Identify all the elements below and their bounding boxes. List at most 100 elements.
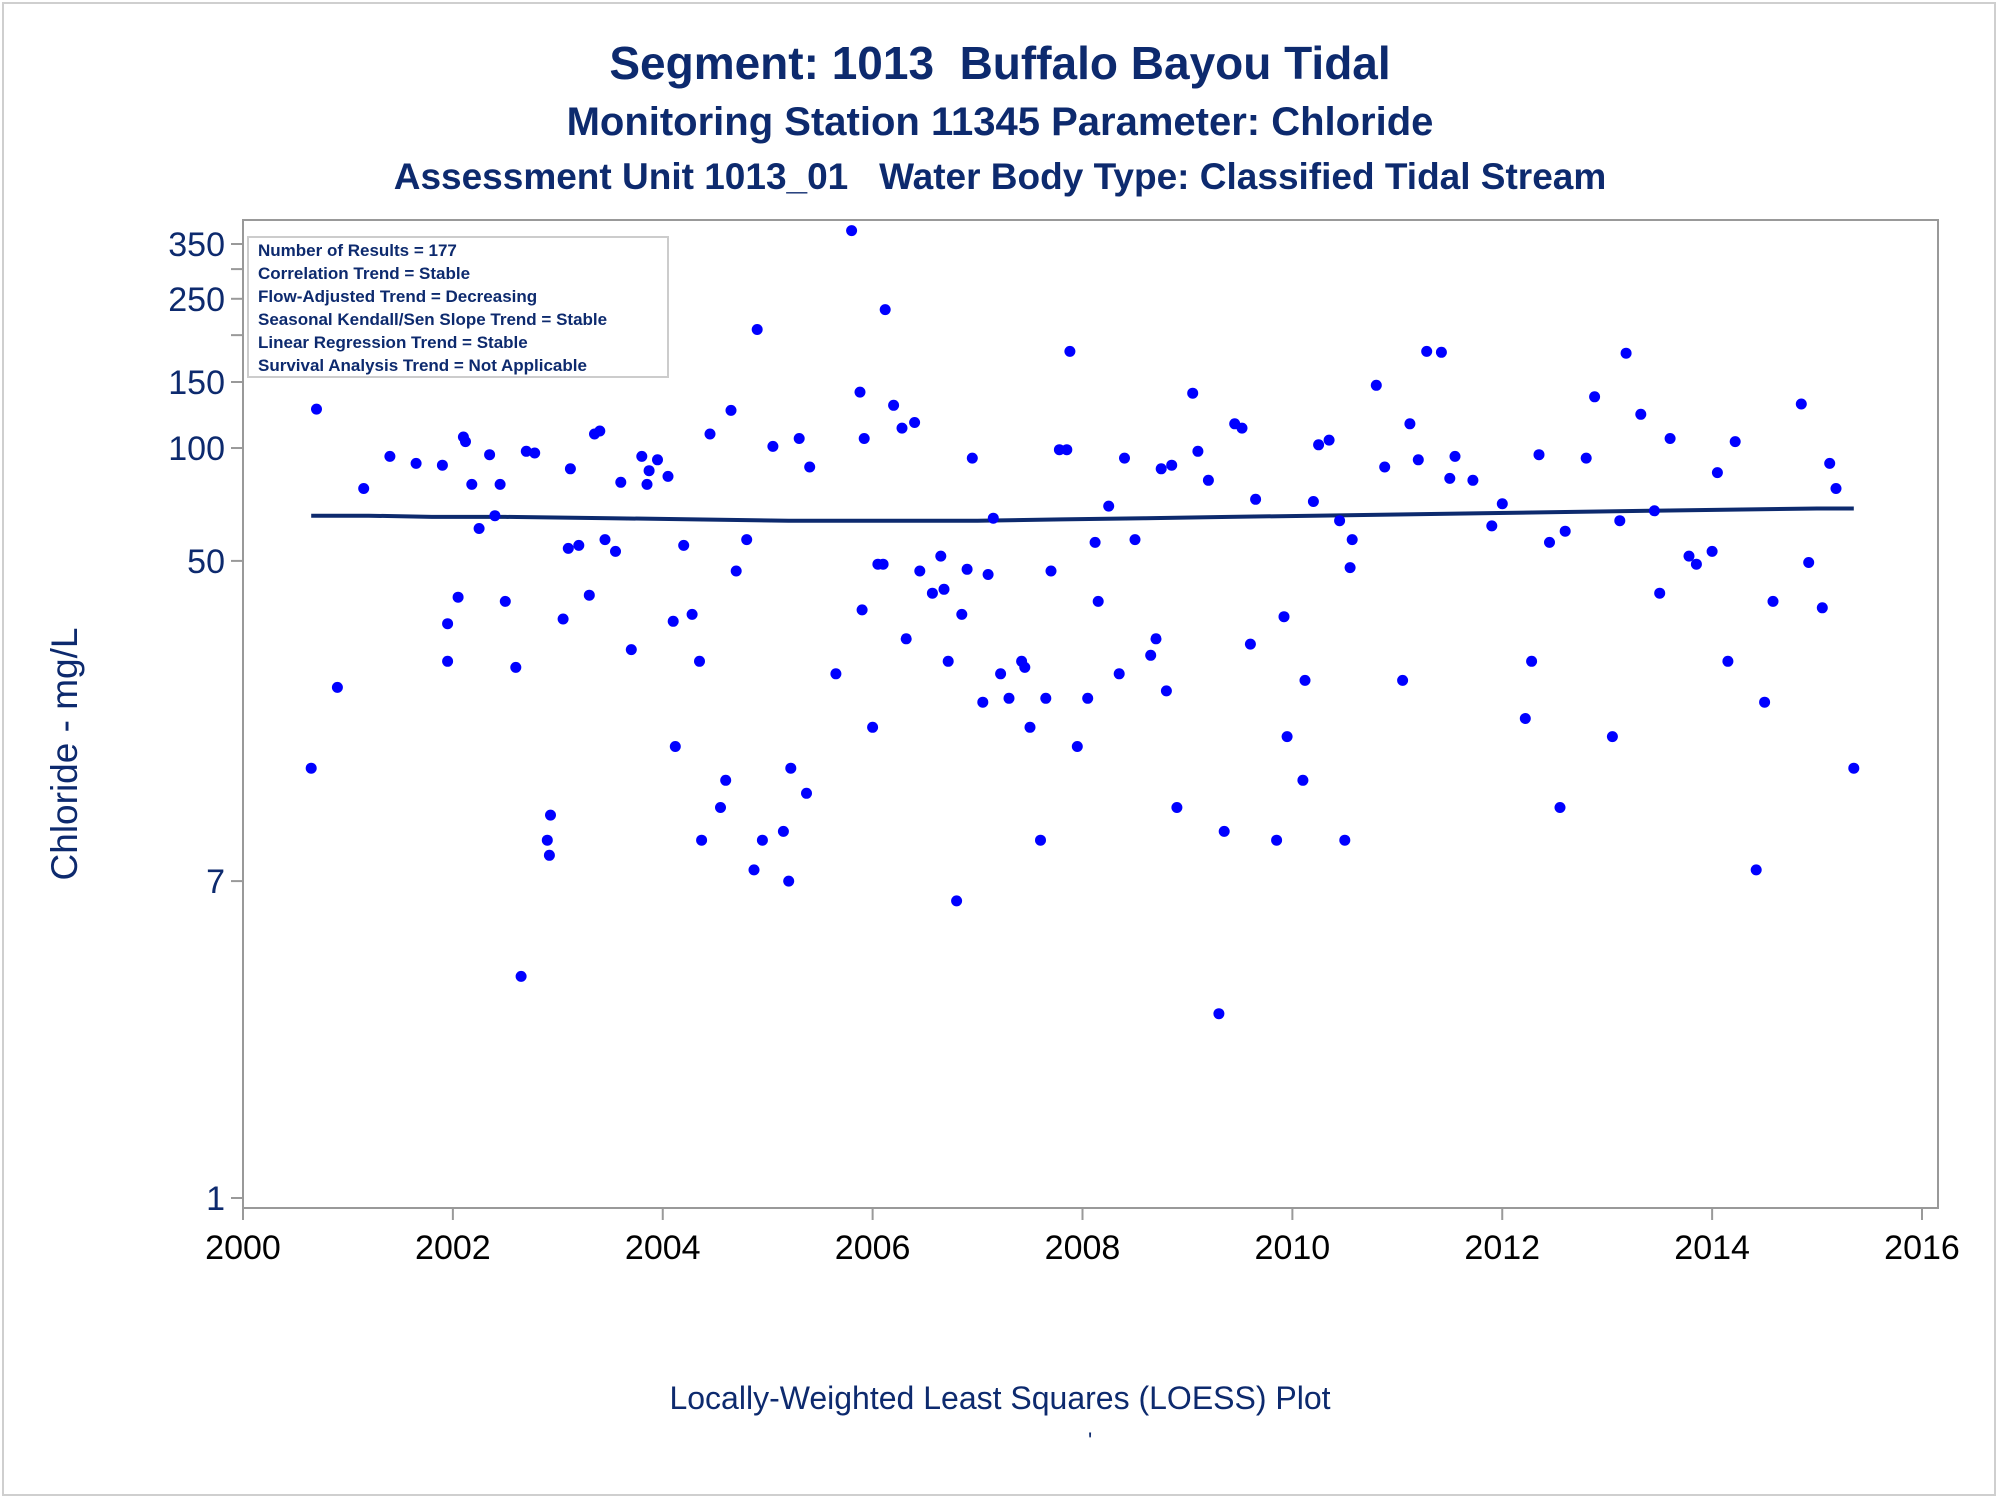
data-point (1071, 741, 1083, 752)
data-point (669, 741, 681, 752)
y-tick-label: 350 (168, 226, 225, 264)
data-point (1589, 391, 1601, 403)
data-point (594, 425, 606, 437)
y-tick-label: 50 (187, 543, 225, 581)
data-point (1103, 500, 1115, 512)
y-tick-label: 100 (168, 430, 225, 468)
data-point (846, 225, 858, 237)
data-point (1544, 536, 1555, 548)
data-point (961, 563, 973, 575)
y-axis: 1 7 50 100 150 250 350 (168, 226, 243, 1218)
data-point (935, 550, 947, 562)
data-point (1729, 436, 1741, 448)
data-point (1171, 802, 1183, 813)
data-point (1606, 731, 1618, 743)
data-point (1278, 611, 1290, 623)
data-point (662, 470, 674, 482)
data-point (1024, 721, 1036, 733)
data-point (1250, 493, 1262, 505)
data-point (1654, 587, 1666, 599)
data-point (599, 534, 611, 546)
data-point (1323, 434, 1335, 446)
data-point (1467, 474, 1479, 486)
data-point (767, 440, 779, 452)
data-point (1299, 674, 1311, 686)
data-point (1635, 408, 1647, 420)
data-point (966, 452, 978, 464)
data-point (1061, 444, 1073, 456)
data-point (1092, 595, 1104, 607)
data-point (1040, 692, 1052, 704)
data-point (877, 558, 889, 570)
data-point (1202, 474, 1214, 486)
data-point (436, 459, 448, 471)
data-point (1722, 655, 1734, 667)
data-point (725, 404, 737, 416)
data-point (977, 696, 989, 708)
data-point (1706, 545, 1718, 557)
data-point (785, 762, 797, 774)
data-point (1526, 655, 1538, 667)
data-point (1496, 498, 1508, 510)
data-point (856, 604, 868, 616)
data-point (460, 436, 471, 448)
data-point (410, 457, 422, 469)
data-point (982, 569, 994, 580)
data-point (583, 589, 595, 601)
stats-line: Survival Analysis Trend = Not Applicable (258, 356, 587, 375)
data-point (1339, 834, 1351, 846)
data-point (1236, 422, 1248, 434)
data-point (694, 655, 705, 667)
data-point (1244, 638, 1256, 650)
data-point (564, 463, 576, 475)
chart-subtitle-station: Monitoring Station 11345 Parameter: Chlo… (566, 100, 1434, 144)
data-point (1519, 713, 1531, 724)
stats-line: Correlation Trend = Stable (258, 264, 470, 283)
data-point (499, 595, 511, 607)
data-point (1664, 433, 1676, 444)
data-point (1449, 450, 1461, 462)
data-point (1045, 565, 1057, 577)
data-point (543, 849, 555, 861)
x-tick-label: 2010 (1255, 1229, 1331, 1267)
data-point (1155, 463, 1167, 475)
data-point (1064, 345, 1076, 357)
data-point (484, 449, 496, 461)
data-point (1759, 696, 1771, 708)
data-point (1379, 461, 1391, 473)
data-point (1533, 449, 1545, 461)
x-tick-label: 2016 (1884, 1229, 1960, 1267)
data-point (1089, 536, 1101, 548)
data-point (1648, 505, 1660, 517)
data-point (1334, 515, 1346, 527)
y-tick-label: 150 (168, 364, 225, 402)
data-point (1559, 525, 1571, 537)
data-point (900, 633, 912, 645)
data-point (1271, 834, 1283, 846)
data-point (545, 809, 556, 821)
data-point (1486, 520, 1498, 532)
data-point (1816, 602, 1828, 614)
data-point (1444, 472, 1456, 484)
data-point (783, 875, 795, 887)
data-point (311, 403, 322, 415)
data-point (830, 668, 842, 680)
data-point (793, 433, 805, 444)
x-tick-label: 2012 (1464, 1229, 1540, 1267)
x-tick-label: 2004 (625, 1229, 701, 1267)
data-point (1848, 762, 1860, 774)
data-point (1213, 1008, 1225, 1020)
data-point (1750, 864, 1762, 876)
data-point (938, 583, 950, 595)
data-point (909, 417, 921, 428)
footnote-mark: ' (1088, 1428, 1093, 1453)
y-axis-label: Chloride - mg/L (44, 628, 85, 881)
data-point (515, 970, 527, 982)
data-point (730, 565, 742, 577)
data-point (1421, 345, 1433, 357)
data-point (643, 465, 655, 477)
y-tick-label: 250 (168, 281, 225, 319)
data-point (358, 483, 370, 494)
data-point (914, 565, 926, 577)
